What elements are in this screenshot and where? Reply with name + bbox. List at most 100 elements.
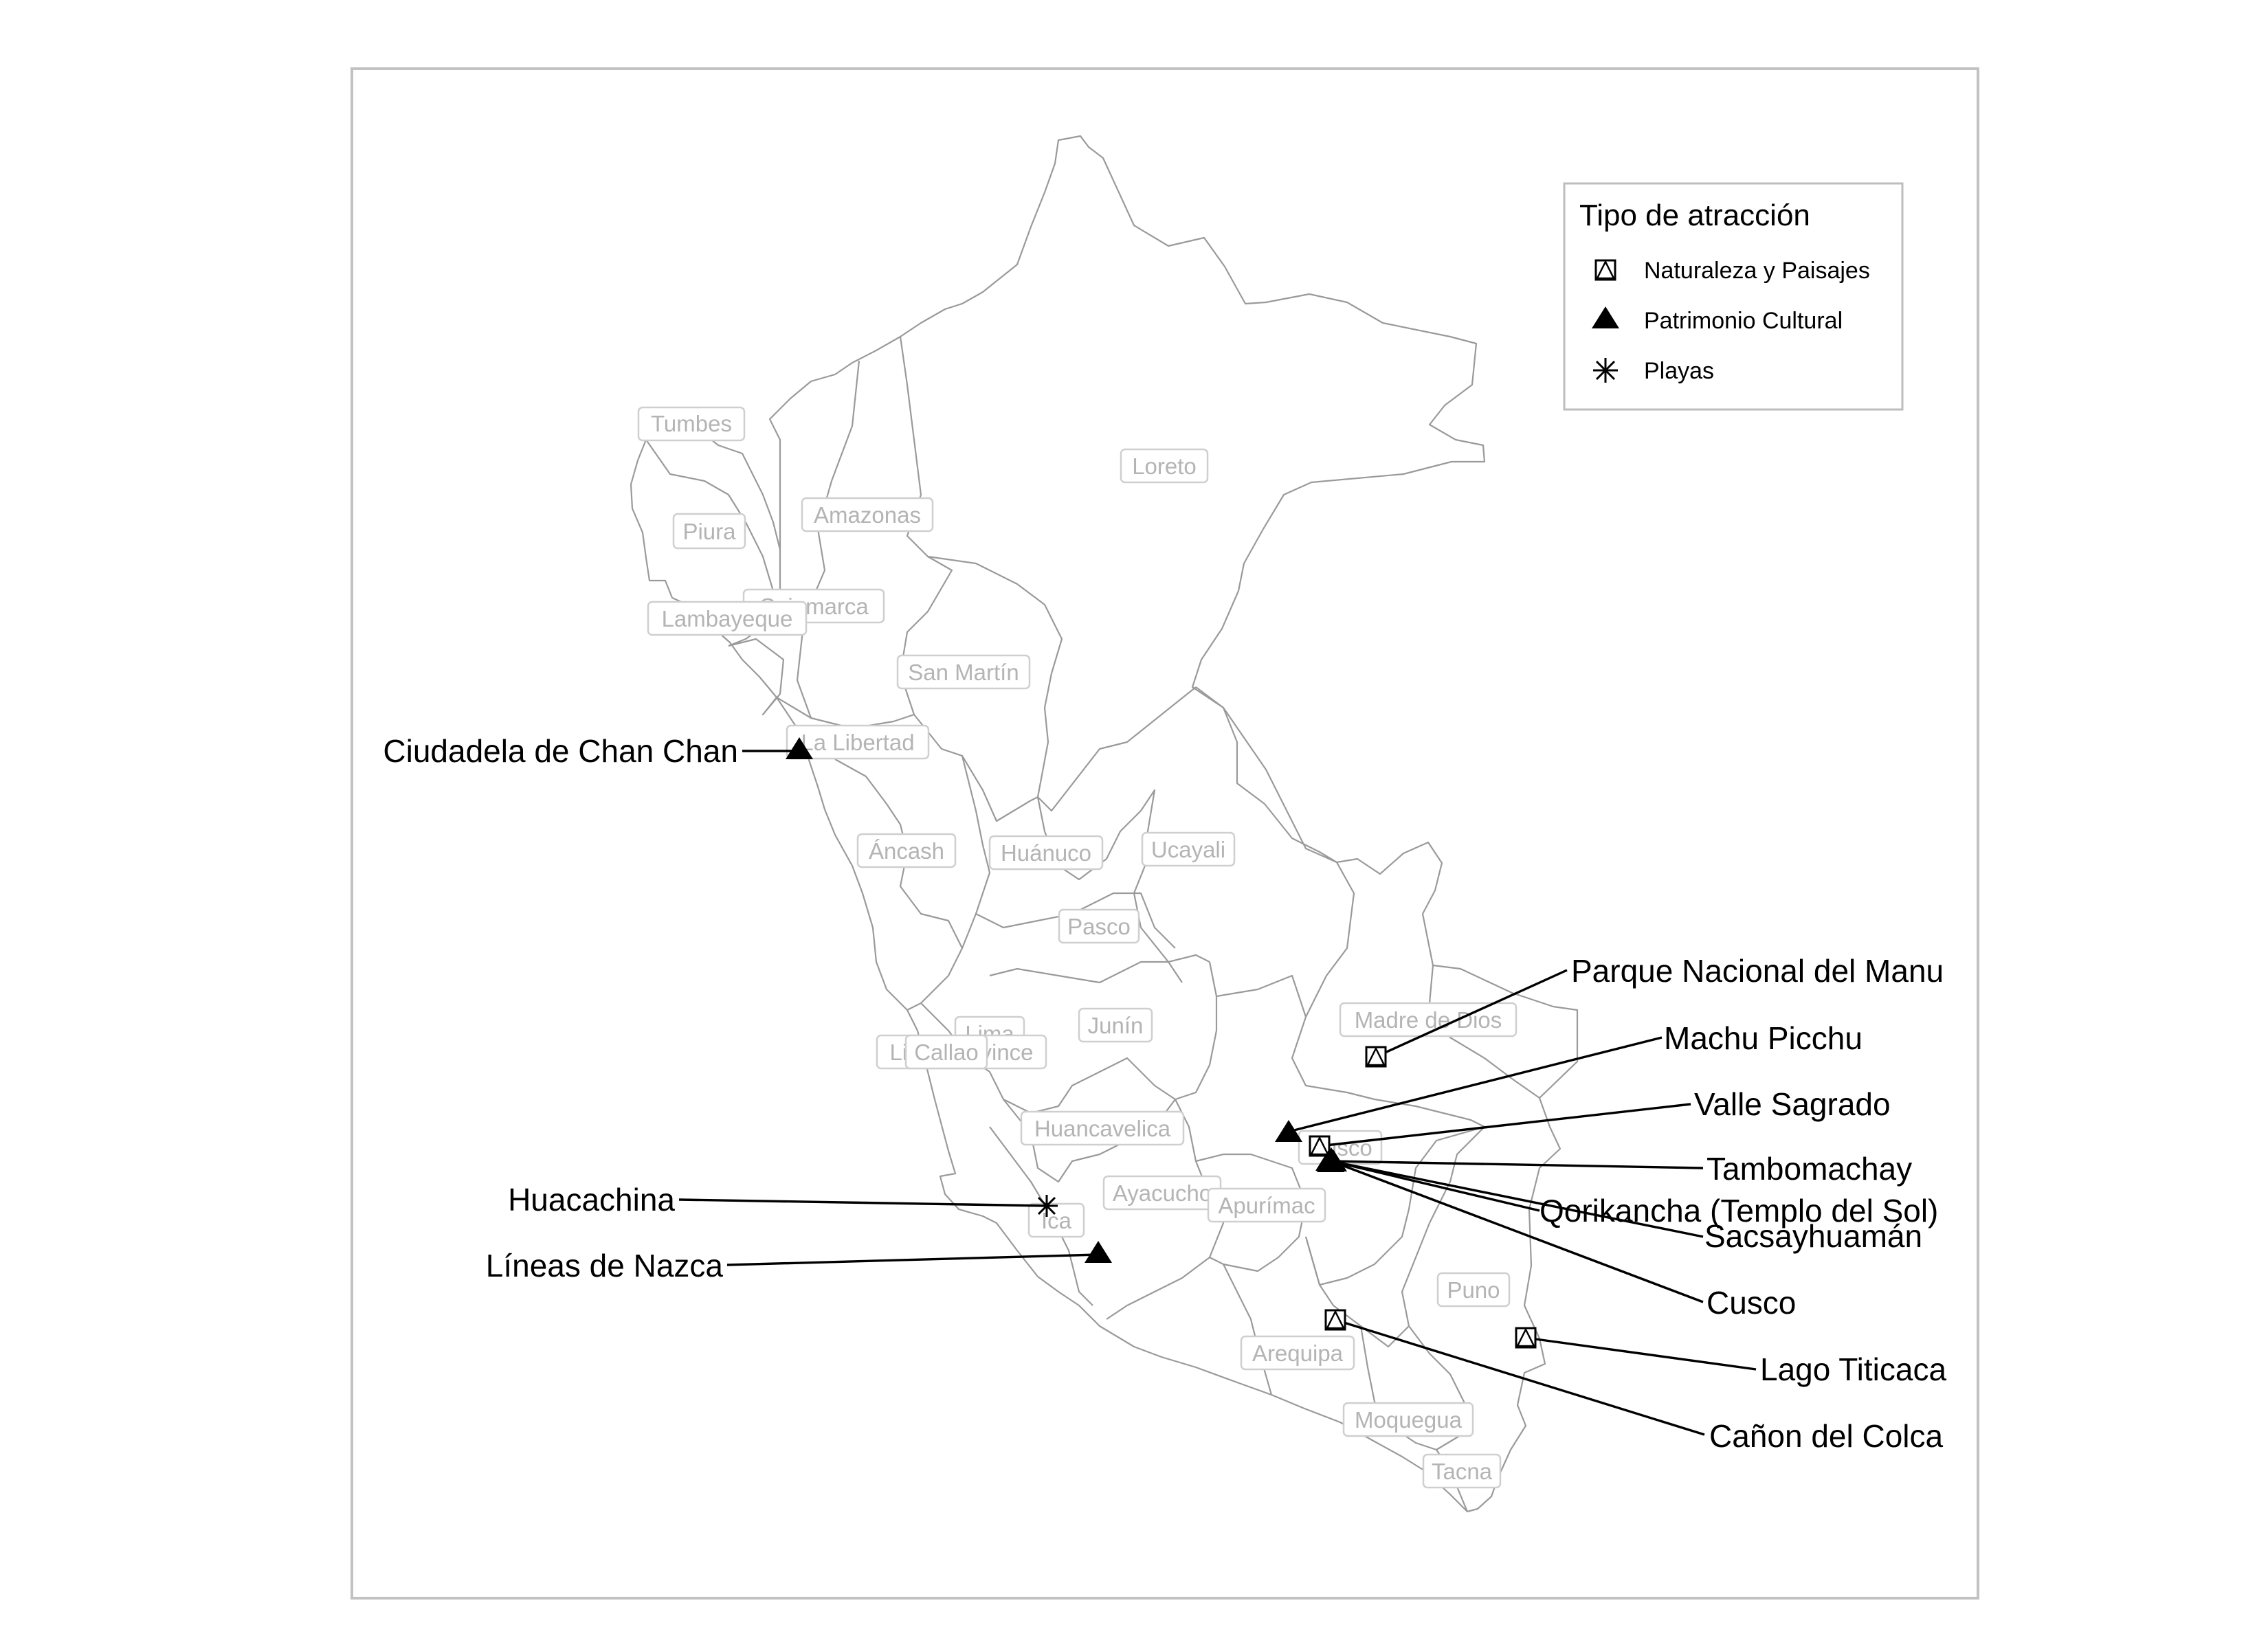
filled-triangle-icon bbox=[1592, 306, 1619, 328]
region-label-tacna: Tacna bbox=[1422, 1453, 1502, 1489]
label-tambomachay: Tambomachay bbox=[1706, 1151, 1912, 1187]
attraction-markers bbox=[786, 737, 1537, 1349]
marker-manu[interactable] bbox=[1365, 1046, 1387, 1068]
svg-text:Apurímac: Apurímac bbox=[1218, 1193, 1315, 1218]
legend-item-patrimonio: Patrimonio Cultural bbox=[1592, 306, 1843, 334]
filled-triangle-icon bbox=[1085, 1241, 1112, 1263]
boundary-lambayeque bbox=[728, 638, 785, 716]
svg-text:San Martín: San Martín bbox=[908, 660, 1019, 685]
label-valle-sagrado: Valle Sagrado bbox=[1694, 1086, 1891, 1122]
region-label-la-libertad: La Libertad bbox=[786, 724, 930, 760]
svg-text:Amazonas: Amazonas bbox=[814, 502, 921, 528]
label-cusco: Cusco bbox=[1706, 1285, 1796, 1321]
svg-text:Loreto: Loreto bbox=[1132, 453, 1197, 479]
leader-lines bbox=[678, 750, 1757, 1436]
boundary-puno-w bbox=[1401, 1126, 1485, 1430]
svg-text:Arequipa: Arequipa bbox=[1252, 1340, 1344, 1366]
label-nazca: Líneas de Nazca bbox=[486, 1248, 724, 1283]
marker-valle-sagrado[interactable] bbox=[1309, 1135, 1331, 1157]
label-colca: Cañon del Colca bbox=[1709, 1418, 1944, 1454]
legend-item-naturaleza: Naturaleza y Paisajes bbox=[1594, 258, 1870, 284]
boundary-huanuco bbox=[961, 755, 991, 949]
region-label-arequipa: Arequipa bbox=[1240, 1335, 1355, 1371]
asterisk-icon bbox=[1593, 358, 1618, 383]
marker-nazca[interactable] bbox=[1085, 1241, 1112, 1263]
region-label-madre-de-dios: Madre de Dios bbox=[1339, 1002, 1517, 1037]
boundary-ucayali-e bbox=[1195, 686, 1337, 863]
region-label-huanuco: Huánuco bbox=[988, 835, 1104, 871]
marker-titicaca[interactable] bbox=[1515, 1327, 1537, 1349]
leader-cusco bbox=[1331, 1160, 1704, 1303]
region-label-ancash: Áncash bbox=[856, 833, 957, 868]
label-sacsayhuaman: Sacsayhuamán bbox=[1704, 1218, 1922, 1254]
label-qorikancha: Qorikancha (Templo del Sol) bbox=[1539, 1193, 1938, 1229]
boundary-loreto-s bbox=[927, 555, 1197, 812]
filled-triangle-icon bbox=[1317, 1150, 1344, 1172]
region-label-piura: Piura bbox=[672, 513, 746, 550]
leader-nazca bbox=[726, 1253, 1099, 1266]
region-label-tumbes: Tumbes bbox=[637, 406, 746, 442]
region-label-san-martin: San Martín bbox=[896, 654, 1031, 690]
boundary-cusco bbox=[1216, 974, 1486, 1286]
region-label-pasco: Pasco bbox=[1058, 908, 1140, 944]
legend-frame bbox=[1563, 182, 1904, 411]
boundary-north-1 bbox=[645, 439, 775, 592]
marker-huacachina[interactable] bbox=[1036, 1195, 1058, 1217]
svg-text:Madre de Dios: Madre de Dios bbox=[1355, 1007, 1502, 1033]
legend-label-naturaleza: Naturaleza y Paisajes bbox=[1644, 258, 1870, 284]
boxed-triangle-icon bbox=[1594, 259, 1616, 281]
region-label-moquegua: Moquegua bbox=[1342, 1402, 1474, 1437]
boundary-pasco bbox=[975, 892, 1176, 949]
svg-text:Áncash: Áncash bbox=[869, 838, 944, 864]
leader-valle-sagrado bbox=[1319, 1103, 1691, 1147]
svg-text:Junín: Junín bbox=[1088, 1013, 1144, 1038]
legend-title: Tipo de atracción bbox=[1579, 199, 1810, 232]
region-label-lambayeque: Lambayeque bbox=[647, 601, 808, 636]
region-label-apurimac: Apurímac bbox=[1207, 1187, 1326, 1223]
svg-text:Moquegua: Moquegua bbox=[1355, 1407, 1463, 1433]
region-label-huancavelica: Huancavelica bbox=[1020, 1110, 1185, 1146]
marker-colca[interactable] bbox=[1324, 1309, 1346, 1331]
boxed-triangle-icon bbox=[1515, 1327, 1537, 1349]
svg-text:Tacna: Tacna bbox=[1432, 1459, 1493, 1484]
svg-text:Pasco: Pasco bbox=[1067, 914, 1131, 939]
label-machu-picchu: Machu Picchu bbox=[1664, 1020, 1863, 1056]
boxed-triangle-icon bbox=[1365, 1046, 1387, 1068]
filled-triangle-icon bbox=[786, 737, 813, 759]
asterisk-icon bbox=[1036, 1195, 1058, 1217]
boundary-amazonas-w bbox=[796, 360, 860, 719]
boundary-ayacucho bbox=[1106, 1099, 1225, 1320]
leader-huacachina bbox=[678, 1198, 1047, 1207]
legend: Tipo de atracción Naturaleza y Paisajes … bbox=[1563, 182, 1904, 411]
marker-machu-picchu[interactable] bbox=[1275, 1120, 1302, 1142]
svg-text:Ayacucho: Ayacucho bbox=[1113, 1180, 1212, 1206]
marker-cusco[interactable] bbox=[1317, 1150, 1344, 1172]
legend-label-playas: Playas bbox=[1644, 358, 1714, 384]
region-label-ucayali: Ucayali bbox=[1141, 831, 1236, 867]
leader-colca bbox=[1335, 1319, 1705, 1436]
leader-titicaca bbox=[1525, 1336, 1757, 1371]
svg-text:Callao: Callao bbox=[914, 1040, 979, 1065]
label-titicaca: Lago Titicaca bbox=[1760, 1351, 1946, 1387]
marker-chan-chan[interactable] bbox=[786, 737, 813, 759]
leader-machu-picchu bbox=[1288, 1036, 1663, 1133]
leader-sacsayhuaman bbox=[1331, 1160, 1704, 1238]
svg-text:La Libertad: La Libertad bbox=[801, 730, 914, 755]
svg-text:Piura: Piura bbox=[682, 519, 736, 544]
label-huacachina: Huacachina bbox=[508, 1182, 675, 1218]
svg-text:Lambayeque: Lambayeque bbox=[662, 606, 793, 631]
svg-text:Tumbes: Tumbes bbox=[651, 411, 732, 436]
leader-tambomachay bbox=[1331, 1160, 1704, 1169]
attraction-labels: Ciudadela de Chan Chan Parque Nacional d… bbox=[383, 733, 1946, 1454]
boundary-ancash bbox=[834, 759, 964, 1011]
boxed-triangle-icon bbox=[1324, 1309, 1346, 1331]
svg-text:Huánuco: Huánuco bbox=[1001, 840, 1091, 866]
region-label-amazonas: Amazonas bbox=[801, 497, 934, 532]
svg-text:Puno: Puno bbox=[1447, 1277, 1500, 1303]
svg-text:Huancavelica: Huancavelica bbox=[1034, 1116, 1171, 1141]
label-manu: Parque Nacional del Manu bbox=[1571, 953, 1944, 989]
region-label-junin: Junín bbox=[1078, 1007, 1153, 1043]
boxed-triangle-icon bbox=[1309, 1135, 1331, 1157]
region-label-callao: Callao bbox=[904, 1034, 988, 1070]
